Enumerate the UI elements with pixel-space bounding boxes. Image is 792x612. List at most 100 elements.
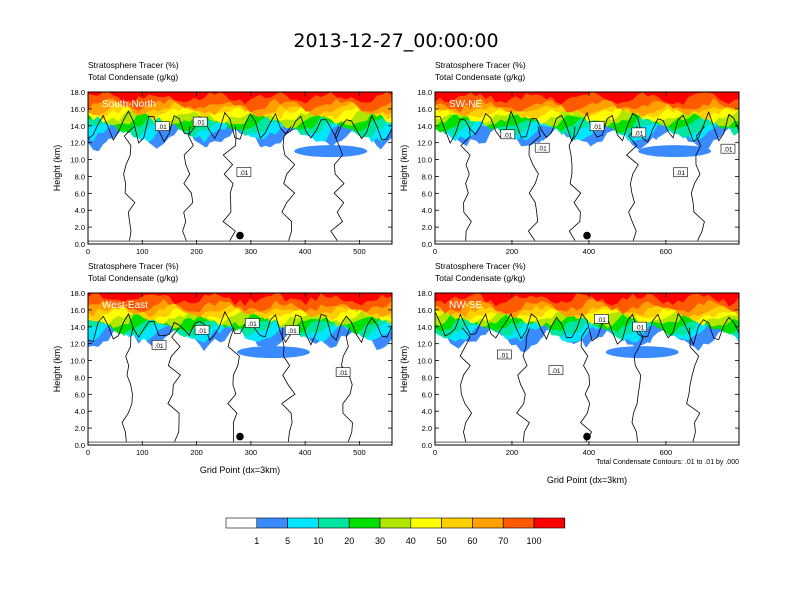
contour-label-box — [632, 321, 647, 332]
panel-nw-se: .01 .01 .01 .01 0.0 2.0 4.0 6.0 8.0 10.0 12.0 14.0 1… — [399, 261, 740, 485]
troposphere-region — [435, 337, 739, 445]
y-tick-label: 12.0 — [70, 340, 85, 349]
y-axis-label: Height (km) — [52, 346, 62, 393]
y-tick-label: 6.0 — [422, 390, 432, 399]
colorbar-swatch — [256, 517, 288, 529]
tracer-field: .01 .01 .01 .01 .01 .01 — [435, 92, 739, 244]
panel-label: NW-SE — [449, 300, 482, 311]
x-tick-label: 200 — [506, 247, 519, 256]
condensate-contour — [460, 126, 472, 241]
contour-label: .01 — [723, 147, 732, 154]
y-tick-label: 18.0 — [70, 289, 85, 298]
contour-label-box — [594, 314, 609, 324]
x-tick-label: 500 — [353, 247, 366, 256]
x-tick-label: 200 — [190, 247, 203, 256]
y-tick-label: 10.0 — [417, 156, 432, 165]
y-axis-label: Height (km) — [399, 145, 409, 192]
y-tick-label: 16.0 — [417, 105, 432, 114]
y-tick-label: 8.0 — [422, 172, 432, 181]
y-tick-label: 14.0 — [70, 323, 85, 332]
panel-header-line1: Stratosphere Tracer (%) — [435, 60, 526, 70]
tracer-field: .01 .01 .01 .01 — [435, 293, 739, 445]
colorbar-swatch — [348, 517, 381, 529]
condensate-contour — [625, 126, 639, 241]
y-axis-label: Height (km) — [52, 145, 62, 192]
colorbar-label: 60 — [467, 536, 477, 546]
y-axis-label: Height (km) — [399, 346, 409, 393]
y-tick-label: 18.0 — [417, 88, 432, 97]
tracer-band-10 — [435, 92, 739, 105]
condensate-contour — [281, 327, 296, 442]
condensate-contour — [227, 327, 240, 442]
tracer-field: .01 .01 .01 .01 .01 — [88, 293, 392, 445]
contour-label-box — [335, 367, 351, 377]
contour-label: .01 — [503, 132, 512, 139]
y-tick-label: 16.0 — [417, 306, 432, 315]
panel-header-line1: Stratosphere Tracer (%) — [88, 60, 179, 70]
x-tick-label: 400 — [583, 448, 596, 457]
y-tick-label: 8.0 — [422, 373, 432, 382]
condensate-contour — [690, 126, 705, 241]
contour-label: .01 — [248, 321, 257, 328]
tracer-band-10 — [435, 293, 739, 307]
y-tick-label: 4.0 — [75, 206, 85, 215]
x-axis-label: Grid Point (dx=3km) — [200, 465, 280, 475]
condensate-contour — [167, 327, 181, 442]
condensate-contour — [123, 126, 136, 241]
y-tick-label: 12.0 — [70, 139, 85, 148]
y-tick-label: 0.0 — [75, 240, 85, 249]
condensate-contour — [516, 327, 530, 442]
panel-sw-ne: .01 .01 .01 .01 .01 .01 0.0 2.0 4.0 6.0 8.0 10.0 12.… — [399, 60, 740, 256]
contour-label: .01 — [634, 130, 643, 137]
tracer-filament — [236, 346, 310, 359]
y-tick-label: 0.0 — [422, 240, 432, 249]
y-tick-label: 14.0 — [417, 323, 432, 332]
x-tick-label: 500 — [353, 448, 366, 457]
y-tick-label: 8.0 — [75, 172, 85, 181]
condensate-contour-upper — [435, 109, 739, 144]
y-tick-label: 18.0 — [417, 289, 432, 298]
condensate-contour — [182, 126, 194, 241]
location-marker — [236, 432, 244, 441]
y-tick-label: 4.0 — [75, 407, 85, 416]
contour-label: .01 — [538, 146, 547, 153]
y-tick-label: 10.0 — [70, 156, 85, 165]
y-tick-label: 14.0 — [70, 122, 85, 131]
condensate-contour — [631, 327, 644, 442]
contour-label: .01 — [239, 170, 248, 177]
contour-label-box — [673, 167, 688, 178]
contour-label: .01 — [339, 370, 348, 377]
condensate-contour — [330, 126, 345, 241]
condensate-contour — [527, 126, 541, 241]
y-tick-label: 4.0 — [422, 407, 432, 416]
condensate-contour — [459, 327, 473, 442]
colorbar-swatch — [318, 517, 350, 529]
panel-label: South-North — [102, 99, 156, 110]
condensate-contour-upper — [435, 311, 739, 347]
colorbar-label: 30 — [375, 536, 385, 546]
troposphere-region — [88, 338, 392, 445]
x-tick-label: 400 — [299, 247, 312, 256]
panel-header-line2: Total Condensate (g/kg) — [435, 72, 525, 82]
contour-label-box — [244, 318, 260, 328]
colorbar-swatch — [410, 517, 442, 529]
colorbar-label: 100 — [526, 536, 541, 546]
condensate-contour — [340, 327, 353, 442]
tracer-filament — [638, 145, 712, 158]
colorbar-swatch — [379, 517, 412, 529]
plot-frame — [87, 91, 393, 245]
y-tick-label: 4.0 — [422, 206, 432, 215]
condensate-contour — [686, 327, 701, 442]
contour-label-box — [589, 121, 605, 131]
contour-label-box — [548, 365, 564, 375]
contour-label-box — [631, 127, 647, 138]
panel-header-line1: Stratosphere Tracer (%) — [88, 261, 179, 271]
y-tick-label: 2.0 — [75, 424, 85, 433]
colorbar-swatch — [287, 517, 319, 529]
contour-label: .01 — [500, 352, 509, 359]
x-tick-label: 100 — [136, 448, 149, 457]
troposphere-region — [435, 137, 739, 244]
contour-label-box — [192, 116, 208, 127]
x-tick-label: 0 — [86, 448, 90, 457]
x-tick-label: 400 — [299, 448, 312, 457]
